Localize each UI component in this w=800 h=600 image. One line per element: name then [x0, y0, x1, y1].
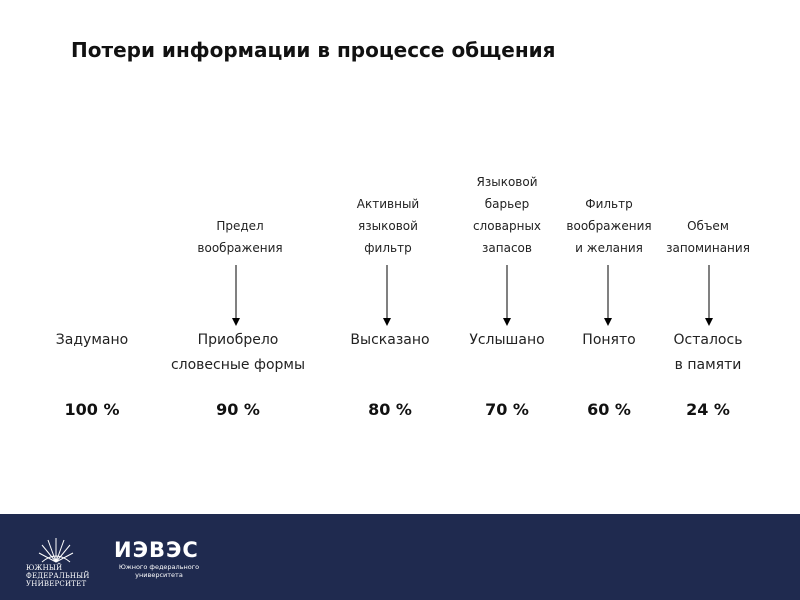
down-arrow-icon: [232, 265, 240, 326]
stage-label-heard: Услышано: [432, 328, 582, 353]
stage-label-verbal-form: Приобрело словесные формы: [163, 328, 313, 378]
percent-understood: 60 %: [587, 400, 631, 419]
down-arrow-icon: [604, 265, 612, 326]
filter-line: Фильтр: [585, 197, 633, 211]
filter-line: запасов: [482, 241, 532, 255]
footer-bar: ЮЖНЫЙ ФЕДЕРАЛЬНЫЙ УНИВЕРСИТЕТ ИЭВЭС Южно…: [0, 514, 800, 600]
filter-line: запоминания: [666, 241, 750, 255]
stage-line: Задумано: [55, 332, 129, 348]
slide-title: Потери информации в процессе общения: [71, 38, 556, 62]
ieves-sub-line: Южного федерального: [118, 563, 200, 571]
filter-label-imagination-desire: Фильтр воображения и желания: [554, 193, 664, 259]
filter-line: словарных: [472, 219, 542, 233]
down-arrow-icon: [503, 265, 511, 326]
percent-spoken: 80 %: [368, 400, 412, 419]
stage-label-remembered: Осталось в памяти: [633, 328, 783, 378]
stage-line: Высказано: [350, 332, 430, 348]
ieves-sub-line: университета: [135, 571, 183, 579]
stage-line: Понято: [582, 332, 636, 348]
filter-label-memory-volume: Объем запоминания: [653, 215, 763, 259]
percent-remembered: 24 %: [686, 400, 730, 419]
ieves-logo: ИЭВЭС Южного федерального университета: [114, 538, 204, 579]
stage-label-conceived: Задумано: [17, 328, 167, 353]
sfu-logo-line: ЮЖНЫЙ: [26, 564, 63, 572]
filter-line: фильтр: [364, 241, 412, 255]
sfu-logo-line: ФЕДЕРАЛЬНЫЙ: [26, 572, 90, 580]
filter-line: Предел: [216, 219, 264, 233]
stage-line: Осталось: [673, 332, 743, 348]
filter-label-language-barrier: Языковой барьер словарных запасов: [452, 171, 562, 259]
sfu-logo-line: УНИВЕРСИТЕТ: [26, 580, 87, 588]
percent-verbal-form: 90 %: [216, 400, 260, 419]
stage-label-understood: Понято: [534, 328, 684, 353]
ieves-logo-subtitle: Южного федерального университета: [114, 563, 204, 579]
filter-line: языковой: [358, 219, 418, 233]
filter-line: барьер: [484, 197, 530, 211]
filter-label-imagination-limit: Предел воображения: [185, 215, 295, 259]
filter-line: Объем: [687, 219, 729, 233]
sfu-logo-text: ЮЖНЫЙ ФЕДЕРАЛЬНЫЙ УНИВЕРСИТЕТ: [26, 564, 106, 588]
percent-heard: 70 %: [485, 400, 529, 419]
filter-label-active-language: Активный языковой фильтр: [333, 193, 443, 259]
stage-label-spoken: Высказано: [315, 328, 465, 353]
filter-line: и желания: [575, 241, 643, 255]
down-arrow-icon: [705, 265, 713, 326]
filter-line: Активный: [356, 197, 420, 211]
sfu-logo: ЮЖНЫЙ ФЕДЕРАЛЬНЫЙ УНИВЕРСИТЕТ: [26, 536, 106, 596]
down-arrow-icon: [383, 265, 391, 326]
filter-line: Языковой: [476, 175, 538, 189]
stage-line: в памяти: [674, 357, 742, 373]
stage-line: Услышано: [469, 332, 545, 348]
percent-conceived: 100 %: [64, 400, 120, 419]
stage-line: Приобрело: [197, 332, 279, 348]
filter-line: воображения: [566, 219, 652, 233]
filter-line: воображения: [197, 241, 283, 255]
stage-line: словесные формы: [170, 357, 306, 373]
sfu-emblem-icon: [38, 538, 74, 563]
ieves-logo-name: ИЭВЭС: [114, 538, 199, 562]
